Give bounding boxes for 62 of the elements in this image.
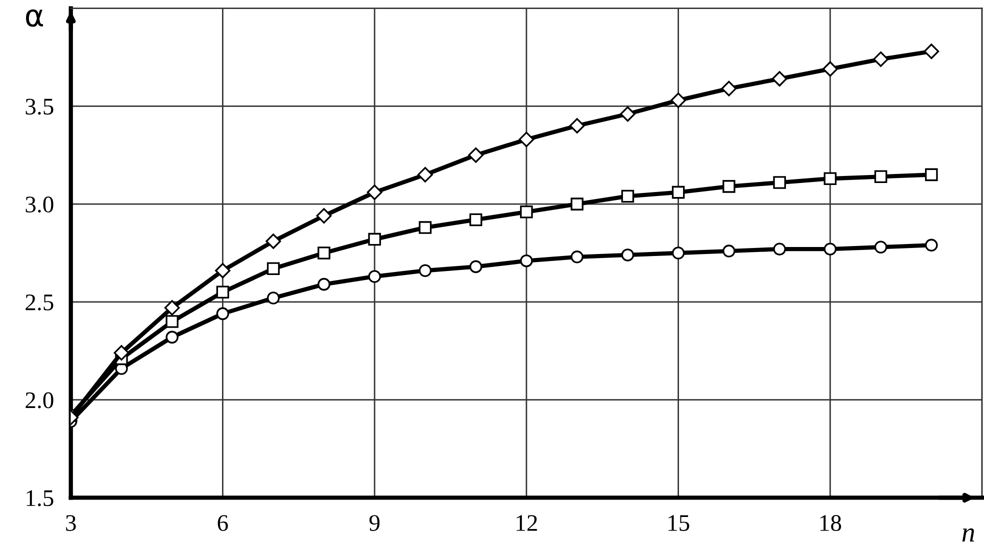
point [418,264,432,278]
point [520,254,533,268]
point [417,166,433,182]
point [418,221,432,234]
point [368,270,381,283]
point [368,232,381,246]
point [672,246,685,260]
y-tick-label: 1.5 [26,490,54,506]
point [773,242,786,256]
point [822,61,838,77]
point [520,205,533,218]
point [164,300,180,316]
point [216,307,230,320]
point [266,292,280,304]
point [318,246,330,260]
point [672,186,685,199]
x-tick-label: 3 [66,515,76,531]
y-axis-title: α [26,9,44,27]
point [318,278,330,291]
point [216,286,230,299]
point [874,170,888,184]
point [166,330,178,344]
point [873,51,888,67]
point [570,250,584,264]
point [518,132,534,148]
point [569,118,585,134]
point [824,242,837,256]
point [722,180,736,193]
x-tick-label: 18 [820,515,842,531]
x-axis-title: n [962,528,974,542]
point [215,262,230,278]
point [366,184,382,200]
point [166,315,178,328]
point [469,213,482,226]
point [773,176,786,189]
point [621,248,634,262]
point [722,244,736,258]
y-tick-label: 3.5 [26,98,54,115]
point [874,240,888,254]
point [772,71,788,86]
y-tick-label: 2.5 [26,294,54,310]
x-tick-label: 12 [516,515,537,531]
x-tick-label: 15 [668,515,690,531]
point [621,190,634,203]
point [824,172,837,185]
point [670,92,686,108]
point [924,44,940,60]
point [114,345,130,361]
point [721,80,737,96]
point [266,262,280,276]
point [316,208,332,224]
point [620,106,636,122]
point [925,168,938,182]
point [570,198,584,210]
y-tick-label: 2.0 [26,392,54,408]
x-tick-label: 6 [218,515,228,531]
x-tick-label: 9 [369,515,380,531]
point [469,260,482,274]
point [925,238,938,252]
point [266,234,282,249]
point [468,147,484,163]
y-tick-label: 3.0 [26,196,54,213]
